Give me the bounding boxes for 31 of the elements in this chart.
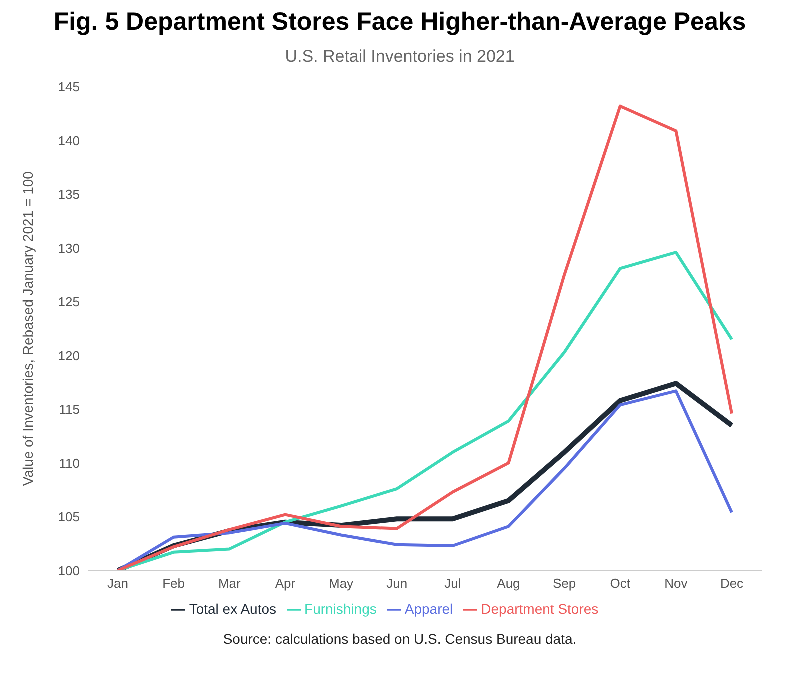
x-tick-label: Jun	[386, 576, 408, 591]
y-tick-label: 105	[58, 510, 80, 525]
x-tick-label: Jul	[444, 576, 462, 591]
legend-label: Total ex Autos	[189, 600, 277, 617]
x-tick-label: Jan	[108, 576, 128, 591]
y-tick-label: 115	[59, 402, 80, 418]
line-series	[116, 104, 734, 571]
y-tick-label: 135	[58, 187, 80, 202]
chart-subtitle: U.S. Retail Inventories in 2021	[284, 47, 516, 67]
x-tick-label: Nov	[664, 576, 688, 591]
y-tick-label: 130	[58, 240, 80, 256]
x-tick-label: May	[328, 576, 354, 591]
legend-label: Furnishings	[304, 600, 377, 617]
legend-label: Department Stores	[481, 600, 599, 617]
y-tick-label: 100	[58, 563, 80, 578]
x-tick-label: Oct	[610, 576, 631, 591]
y-tick-label: 125	[58, 294, 80, 310]
x-tick-label: Aug	[497, 576, 520, 591]
x-tick-label: Sep	[552, 576, 576, 591]
x-tick-label: Feb	[162, 576, 186, 591]
legend-label: Apparel	[404, 600, 454, 617]
y-tick-label: 110	[59, 456, 80, 471]
x-tick-label: Dec	[720, 576, 744, 591]
y-tick-label: 120	[58, 348, 80, 364]
x-tick-label: Apr	[275, 576, 296, 591]
x-tick-label: Mar	[218, 576, 242, 591]
chart-title: Fig. 5 Department Stores Face Higher-than-Average Peaks	[52, 8, 748, 37]
y-tick-label: 140	[58, 133, 80, 148]
y-tick-label: 145	[58, 80, 80, 95]
y-axis-title: Value of Inventories, Rebased January 2021 = 100	[20, 171, 36, 486]
source-note: Source: calculations based on U.S. Census Bureau data.	[222, 631, 578, 647]
